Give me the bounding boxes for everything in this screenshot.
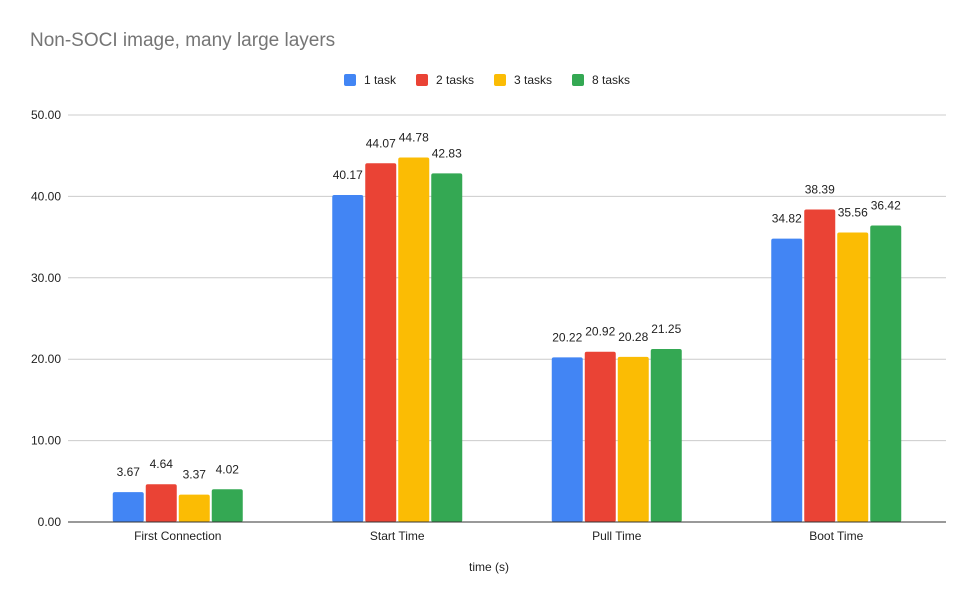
bar[interactable] — [551, 357, 583, 522]
data-label: 34.82 — [772, 212, 802, 226]
x-tick-label: Pull Time — [592, 529, 642, 543]
data-label: 44.78 — [399, 130, 429, 144]
legend-label: 1 task — [363, 73, 396, 87]
data-label: 36.42 — [871, 199, 901, 213]
bar[interactable] — [837, 232, 869, 522]
bar[interactable] — [584, 351, 616, 522]
y-tick-label: 0.00 — [38, 515, 62, 529]
bar[interactable] — [178, 494, 210, 522]
bar[interactable] — [870, 225, 902, 522]
bar[interactable] — [332, 195, 364, 522]
bar[interactable] — [145, 484, 177, 522]
x-tick-label: First Connection — [134, 529, 221, 543]
legend-label: 8 tasks — [592, 73, 631, 87]
bar[interactable] — [431, 173, 463, 522]
legend: 1 task 2 tasks 3 tasks 8 tasks — [0, 73, 978, 87]
legend-item-2-tasks[interactable]: 2 tasks — [415, 73, 478, 87]
data-label: 40.17 — [333, 168, 363, 182]
y-tick-label: 10.00 — [31, 434, 61, 448]
data-label: 3.37 — [183, 468, 207, 482]
data-label: 42.83 — [432, 146, 462, 160]
data-label: 4.64 — [150, 457, 174, 471]
y-tick-label: 30.00 — [31, 271, 61, 285]
y-tick-label: 20.00 — [31, 352, 61, 366]
x-tick-label: Boot Time — [809, 529, 863, 543]
y-tick-label: 40.00 — [31, 189, 61, 203]
bar[interactable] — [771, 238, 803, 523]
bar[interactable] — [398, 157, 430, 523]
bar[interactable] — [804, 209, 836, 522]
legend-item-8-tasks[interactable]: 8 tasks — [572, 73, 634, 87]
data-label: 44.07 — [366, 136, 396, 150]
data-label: 38.39 — [805, 183, 835, 197]
legend-swatch-icon — [415, 74, 428, 86]
legend-item-1-task[interactable]: 1 task — [343, 73, 400, 87]
legend-item-3-tasks[interactable]: 3 tasks — [494, 73, 556, 87]
data-label: 4.02 — [216, 462, 240, 476]
bar[interactable] — [365, 163, 397, 522]
data-label: 20.22 — [552, 330, 582, 344]
x-tick-label: Start Time — [370, 529, 425, 543]
data-label: 20.28 — [618, 330, 648, 344]
data-label: 3.67 — [117, 465, 141, 479]
chart-title: Non-SOCI image, many large layers — [30, 30, 336, 51]
data-label: 35.56 — [838, 206, 868, 220]
bar[interactable] — [112, 492, 144, 522]
legend-swatch-icon — [572, 74, 585, 86]
data-label: 20.92 — [585, 325, 615, 339]
data-label: 21.25 — [651, 322, 681, 336]
bar[interactable] — [617, 356, 649, 522]
legend-label: 2 tasks — [435, 73, 474, 87]
bar[interactable] — [650, 349, 682, 522]
y-tick-label: 50.00 — [31, 108, 61, 122]
legend-swatch-icon — [343, 74, 356, 86]
legend-swatch-icon — [494, 74, 506, 86]
x-axis-title: time (s) — [469, 560, 509, 574]
legend-label: 3 tasks — [514, 73, 553, 87]
bar[interactable] — [211, 489, 243, 522]
